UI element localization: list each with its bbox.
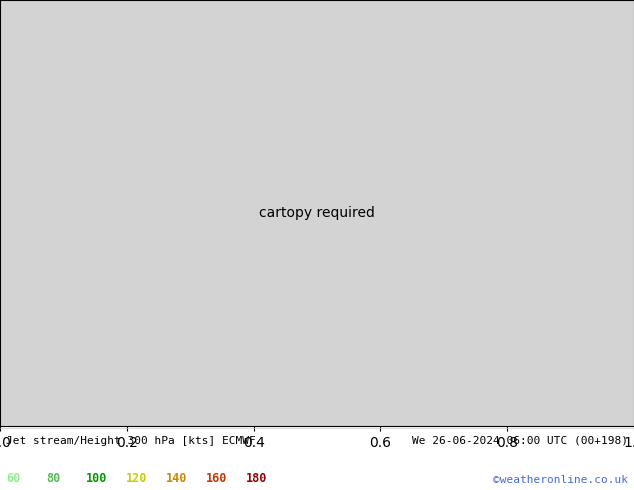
Text: 120: 120 — [126, 472, 148, 485]
Text: Jet stream/Height 300 hPa [kts] ECMWF: Jet stream/Height 300 hPa [kts] ECMWF — [6, 436, 256, 446]
Text: ©weatheronline.co.uk: ©weatheronline.co.uk — [493, 475, 628, 485]
Text: 160: 160 — [206, 472, 228, 485]
Text: 80: 80 — [46, 472, 60, 485]
Text: cartopy required: cartopy required — [259, 206, 375, 220]
Text: 180: 180 — [246, 472, 268, 485]
Text: 60: 60 — [6, 472, 20, 485]
Text: 100: 100 — [86, 472, 108, 485]
Text: 140: 140 — [166, 472, 188, 485]
Text: We 26-06-2024 06:00 UTC (00+198): We 26-06-2024 06:00 UTC (00+198) — [411, 436, 628, 446]
